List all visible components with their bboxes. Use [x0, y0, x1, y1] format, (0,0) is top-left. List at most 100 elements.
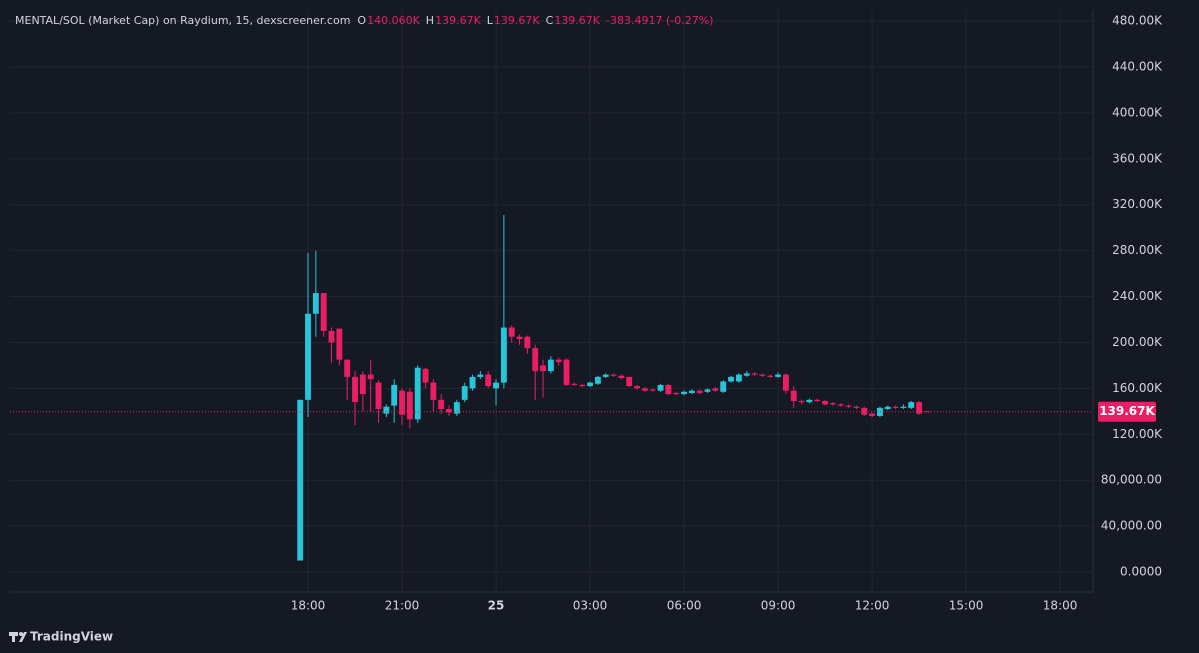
logo-slash: [19, 632, 27, 642]
candle-body: [735, 374, 742, 382]
candle-body: [555, 359, 562, 362]
candle-body: [594, 376, 601, 384]
candle-body: [477, 374, 484, 377]
candle-body: [657, 384, 664, 391]
candle-body: [305, 313, 311, 400]
candle-body: [861, 407, 868, 415]
y-tick-label: 80,000.00: [1101, 473, 1162, 487]
labels: 0.0000 40,000.00 80,000.00 120.00K 160.00K 20…: [10, 14, 1163, 613]
candle-body: [312, 293, 319, 314]
candle-body: [453, 402, 460, 414]
candle-body: [759, 374, 766, 376]
candle-body: [336, 328, 343, 360]
y-tick-label: 240.00K: [1112, 289, 1163, 303]
candle-body: [547, 359, 554, 372]
candle-body: [516, 336, 523, 339]
candle-body: [728, 376, 734, 382]
candle-body: [602, 374, 609, 377]
candle-body: [344, 359, 351, 377]
candle-body: [422, 368, 429, 383]
candle-body: [681, 391, 687, 395]
y-tick-label: 480.00K: [1112, 14, 1163, 28]
candle-body: [853, 406, 860, 408]
candle-body: [461, 386, 468, 400]
candle-body: [399, 390, 405, 415]
candle-body: [696, 390, 703, 393]
legend-value: 139.67K: [494, 14, 540, 27]
candle-body: [665, 384, 672, 395]
candle-body: [641, 388, 648, 391]
candle-body: [524, 336, 531, 349]
candle-body: [884, 406, 891, 410]
candle-body: [328, 330, 335, 343]
x-tick-label: 21:00: [385, 599, 420, 613]
candle-body: [876, 407, 883, 416]
x-tick-label: 03:00: [573, 599, 608, 613]
candle-body: [814, 399, 821, 401]
candle-body: [743, 373, 750, 376]
candle-body: [485, 374, 492, 387]
candle-body: [869, 413, 876, 416]
candle-body: [391, 384, 398, 406]
candle-body: [579, 384, 586, 387]
y-tick-label: 320.00K: [1112, 197, 1163, 211]
candle-body: [618, 375, 625, 379]
x-tick-label: 12:00: [855, 599, 890, 613]
brand: TradingView: [30, 630, 113, 644]
legend-change: -383.4917 (-0.27%): [606, 14, 713, 27]
candle-body: [782, 374, 789, 391]
candle-body: [900, 406, 907, 408]
candle-body: [892, 406, 899, 408]
candle-body: [712, 388, 719, 391]
candle-body: [822, 400, 829, 405]
candle-body: [375, 382, 382, 410]
last-price-label: 139.67K: [1099, 404, 1155, 418]
x-tick-label: 06:00: [667, 599, 702, 613]
candle-body: [626, 376, 633, 387]
candle-body: [352, 376, 358, 403]
candle-body: [610, 374, 617, 376]
candle-body: [908, 402, 915, 408]
y-tick-label: 200.00K: [1112, 335, 1163, 349]
candle-body: [837, 404, 844, 406]
candle-body: [446, 409, 452, 413]
y-tick-label: 160.00K: [1112, 381, 1163, 395]
candle-body: [469, 376, 476, 389]
y-tick-label: 440.00K: [1112, 59, 1163, 73]
candle-body: [563, 359, 570, 385]
candle-body: [359, 374, 366, 395]
legend-key: O: [357, 14, 366, 27]
candle-body: [806, 399, 813, 403]
legend-value: 140.060K: [367, 14, 420, 27]
y-tick-label: 120.00K: [1112, 427, 1163, 441]
y-tick-label: 0.0000: [1120, 565, 1162, 579]
candle-body: [367, 374, 374, 380]
candle-body: [775, 374, 782, 377]
last-price-box: [1098, 401, 1156, 422]
candle-body: [532, 348, 539, 372]
x-tick-label: 18:00: [1043, 599, 1078, 613]
candle-body: [508, 327, 515, 337]
candle-body: [845, 405, 852, 407]
y-tick-label: 400.00K: [1112, 105, 1163, 119]
candle-body: [571, 383, 578, 385]
legend-value: 139.67K: [435, 14, 481, 27]
candle-body: [673, 392, 680, 395]
candle-body: [649, 389, 656, 391]
candle-body: [634, 386, 640, 389]
x-tick-label: 09:00: [761, 599, 796, 613]
candle-body: [438, 399, 445, 410]
candle-body: [790, 390, 797, 401]
x-tick-label: 15:00: [949, 599, 984, 613]
candle-body: [767, 375, 774, 377]
candles: [297, 215, 930, 561]
y-tick-label: 280.00K: [1112, 243, 1163, 257]
y-tick-label: 360.00K: [1112, 151, 1163, 165]
candle-body: [430, 382, 437, 400]
candle-body: [587, 382, 593, 387]
candle-body: [320, 293, 327, 331]
candle-body: [500, 327, 507, 383]
candle-body: [751, 373, 758, 375]
